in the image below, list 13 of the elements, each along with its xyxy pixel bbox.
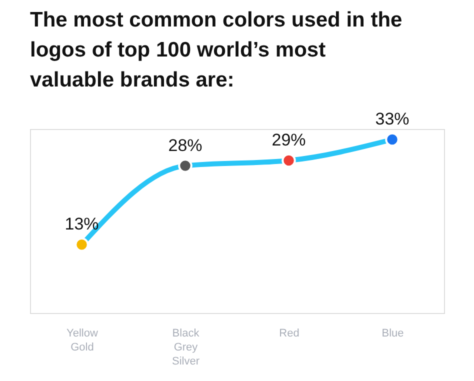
x-tick-label: Yellow Gold [66,328,98,354]
x-tick-label: Blue [382,328,404,340]
x-tick-label: Black Grey Silver [172,328,200,368]
data-label: 13% [64,214,99,234]
point [178,158,192,173]
data-label: 29% [272,130,306,150]
data-label: 33% [375,110,410,129]
point [385,132,400,147]
chart-title: The most common colors used in the logos of top 100 world’s most valuable brands are: [30,8,402,92]
data-label: 28% [168,136,202,155]
point [74,238,89,252]
x-tick-label: Red [279,328,300,340]
point [282,153,296,168]
